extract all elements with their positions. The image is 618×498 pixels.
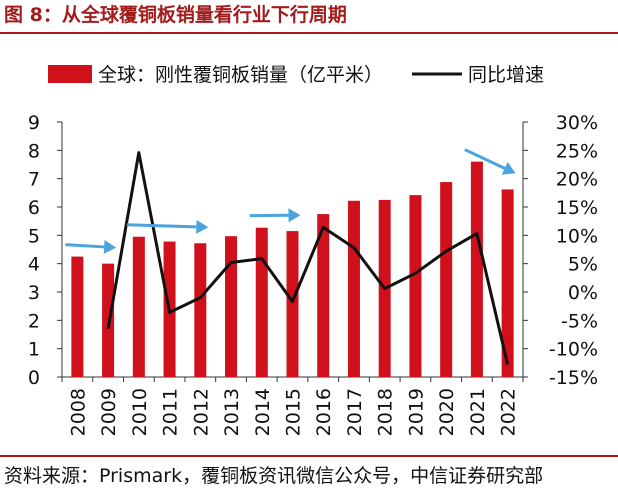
y-left-tick-label: 6 — [28, 197, 40, 219]
x-tick-label: 2019 — [405, 388, 427, 436]
x-tick-label: 2018 — [375, 388, 397, 436]
bar-2013 — [225, 236, 238, 377]
x-tick-label: 2022 — [498, 388, 520, 436]
y-left-tick-label: 4 — [28, 254, 40, 276]
bar-2021 — [470, 161, 483, 377]
trend-arrow-1 — [65, 243, 105, 249]
y-right-tick-label: 10% — [556, 225, 598, 247]
x-tick-label: 2008 — [67, 388, 89, 436]
x-tick-label: 2014 — [252, 388, 274, 436]
trend-arrow-head-2 — [196, 219, 209, 234]
y-right-tick-label: 25% — [556, 140, 598, 162]
y-right-tick-label: -15% — [549, 367, 598, 389]
bar-2015 — [286, 231, 299, 377]
legend-label-bar: 全球：刚性覆铜板销量（亿平米） — [98, 64, 383, 86]
legend-label-line: 同比增速 — [468, 64, 544, 86]
bar-2022 — [501, 189, 514, 377]
x-tick-label: 2009 — [98, 388, 120, 436]
x-tick-label: 2017 — [344, 388, 366, 436]
bar-2012 — [194, 243, 207, 377]
trend-arrow-4 — [464, 148, 506, 170]
y-left-tick-label: 9 — [28, 112, 40, 134]
x-tick-label: 2011 — [160, 388, 182, 436]
legend-swatch-bar — [48, 65, 92, 83]
bar-2010 — [132, 236, 145, 377]
trend-arrow-head-4 — [501, 162, 516, 175]
x-tick-label: 2016 — [313, 388, 335, 436]
y-left-tick-label: 7 — [28, 169, 40, 191]
growth-rate-line — [106, 151, 510, 365]
x-tick-label: 2020 — [436, 388, 458, 436]
y-right-tick-label: -10% — [549, 339, 598, 361]
x-tick-label: 2012 — [190, 388, 212, 436]
y-right-tick-label: -5% — [561, 310, 598, 332]
y-left-tick-label: 5 — [28, 225, 40, 247]
bar-2020 — [440, 182, 453, 377]
bar-2016 — [317, 214, 330, 377]
y-left-tick-label: 2 — [28, 310, 40, 332]
x-tick-label: 2021 — [467, 388, 489, 436]
bar-2008 — [71, 256, 84, 377]
y-left-tick-label: 3 — [28, 282, 40, 304]
y-right-tick-label: 0% — [568, 282, 598, 304]
y-right-tick-label: 30% — [556, 112, 598, 134]
trend-arrow-head-1 — [103, 239, 117, 254]
y-left-tick-label: 8 — [28, 140, 40, 162]
bar-2014 — [255, 227, 268, 377]
legend: 全球：刚性覆铜板销量（亿平米） 同比增速 — [48, 64, 544, 86]
source-note: 资料来源：Prismark，覆铜板资讯微信公众号，中信证券研究部 — [0, 455, 618, 498]
y-left-tick-label: 1 — [28, 339, 40, 361]
trend-arrow-2 — [126, 223, 197, 229]
x-tick-label: 2015 — [283, 388, 305, 436]
figure-title: 图 8：从全球覆铜板销量看行业下行周期 — [0, 0, 618, 34]
y-right-tick-label: 5% — [568, 254, 598, 276]
bar-2017 — [347, 200, 360, 377]
y-right-tick-label: 15% — [556, 197, 598, 219]
x-tick-label: 2010 — [129, 388, 151, 436]
plot-area: 0 1 2 3 4 5 6 7 8 9 -15% -10% -5% 0% 5% 10% 15% 20% 25% 30%… — [28, 112, 598, 436]
x-tick-label: 2013 — [221, 388, 243, 436]
y-right-tick-label: 20% — [556, 169, 598, 191]
trend-arrow-head-3 — [288, 208, 301, 223]
bar-2019 — [409, 195, 422, 377]
chart-canvas: 全球：刚性覆铜板销量（亿平米） 同比增速 0 1 2 3 4 5 6 7 8 9 -15% -10% -… — [28, 64, 598, 436]
y-left-tick-label: 0 — [28, 367, 40, 389]
